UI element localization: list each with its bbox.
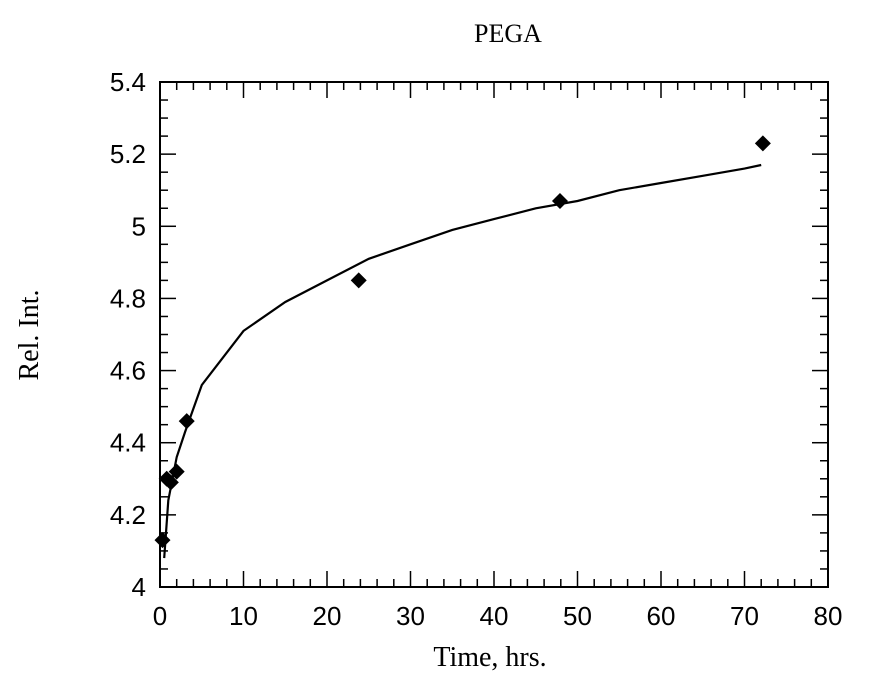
x-axis-tick-labels: 0 10 20 30 40 50 60 70 80 (153, 601, 843, 631)
fit-curve-line (163, 163, 762, 559)
data-point (551, 193, 568, 210)
y-tick-label: 4.2 (110, 500, 146, 530)
y-tick-label: 4.6 (110, 356, 146, 386)
y-tick-label: 5.4 (110, 67, 146, 97)
data-point (162, 474, 179, 491)
y-tick-label: 4 (132, 572, 146, 602)
y-axis-ticks (160, 81, 828, 588)
data-point (350, 272, 367, 289)
data-point (154, 532, 171, 549)
x-tick-label: 60 (647, 601, 676, 631)
x-axis-ticks (159, 82, 829, 587)
plot-frame (159, 81, 829, 588)
chart-title: PEGA (474, 19, 542, 48)
x-tick-label: 50 (563, 601, 592, 631)
data-point (754, 135, 771, 152)
x-tick-label: 10 (229, 601, 258, 631)
y-tick-label: 4.8 (110, 283, 146, 313)
x-tick-label: 70 (730, 601, 759, 631)
data-points (154, 135, 771, 549)
x-tick-label: 80 (814, 601, 843, 631)
x-axis-label: Time, hrs. (433, 642, 546, 673)
x-tick-label: 40 (480, 601, 509, 631)
y-tick-label: 5.2 (110, 139, 146, 169)
x-tick-label: 0 (153, 601, 167, 631)
y-tick-label: 5 (132, 211, 146, 241)
data-point (168, 463, 185, 480)
x-tick-label: 30 (396, 601, 425, 631)
y-tick-label: 4.4 (110, 428, 146, 458)
y-axis-label: Rel. Int. (14, 290, 45, 381)
y-axis-tick-labels: 4 4.2 4.4 4.6 4.8 5 5.2 5.4 (110, 67, 146, 602)
x-tick-label: 20 (313, 601, 342, 631)
data-point (178, 413, 195, 430)
